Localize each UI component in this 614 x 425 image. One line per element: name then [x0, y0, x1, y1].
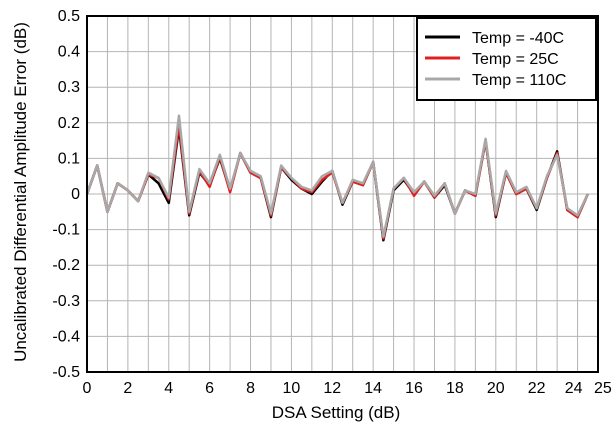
- x-tick-label: 14: [364, 380, 382, 397]
- tick-labels: -0.5-0.4-0.3-0.2-0.100.10.20.30.40.50 2 4 6…: [52, 8, 611, 397]
- x-axis-title: DSA Setting (dB): [272, 403, 401, 422]
- y-tick-label: 0.5: [58, 8, 80, 25]
- plot-frame: [86, 15, 599, 373]
- y-tick-label: -0.2: [52, 257, 80, 274]
- x-tick-label: 16: [405, 380, 423, 397]
- y-tick-label: -0.1: [52, 222, 80, 239]
- y-tick-label: 0.2: [58, 115, 80, 132]
- x-tick-label: 20: [487, 380, 505, 397]
- x-tick-label: 12: [323, 380, 341, 397]
- grid-lines: [86, 15, 599, 373]
- x-tick-label: 25: [594, 380, 612, 397]
- y-tick-label: -0.4: [52, 328, 80, 345]
- x-tick-label: 22: [528, 380, 546, 397]
- x-tick-label: 4: [164, 380, 173, 397]
- x-tick-label: 6: [205, 380, 214, 397]
- y-tick-label: -0.5: [52, 364, 80, 381]
- y-tick-label: 0.3: [58, 79, 80, 96]
- legend-label: Temp = 25C: [472, 51, 559, 68]
- series-line-2: [85, 123, 589, 240]
- x-tick-label: 2: [123, 380, 132, 397]
- x-tick-label: 18: [446, 380, 464, 397]
- y-tick-label: 0.4: [58, 44, 80, 61]
- y-tick-label: -0.3: [52, 293, 80, 310]
- legend: Temp = -40C Temp = 25C Temp = 110C: [416, 17, 597, 101]
- x-tick-label: 8: [246, 380, 255, 397]
- y-axis-title: Uncalibrated Differential Amplitude Erro…: [11, 22, 30, 362]
- series-lines: [85, 114, 589, 242]
- y-tick-label: 0.1: [58, 150, 80, 167]
- legend-label: Temp = -40C: [472, 30, 564, 47]
- series-line-3: [85, 114, 589, 238]
- legend-label: Temp = 110C: [472, 72, 566, 89]
- y-tick-label: 0: [71, 186, 80, 203]
- x-tick-label: 10: [283, 380, 301, 397]
- x-tick-label: 24: [565, 380, 583, 397]
- x-tick-label: 0: [83, 380, 92, 397]
